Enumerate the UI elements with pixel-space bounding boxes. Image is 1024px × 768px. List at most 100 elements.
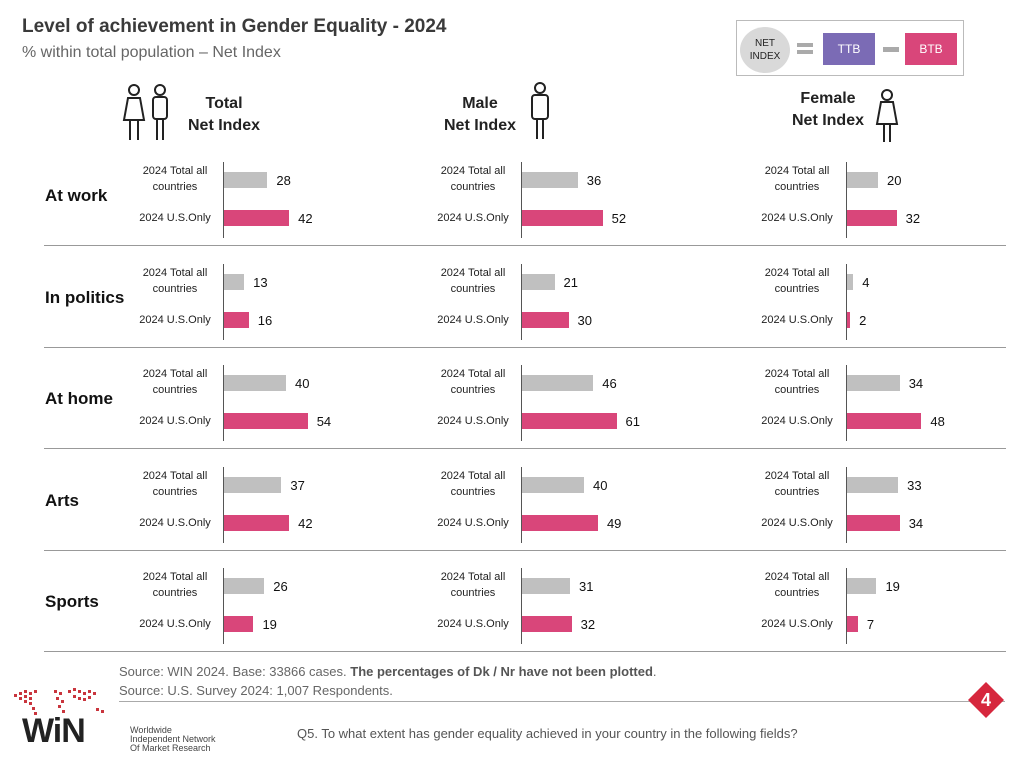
bar-us-only [522, 210, 603, 226]
label-total-all-countries: 2024 Total all countries [142, 266, 208, 295]
bar-axis [846, 162, 847, 238]
label-total-all-countries: 2024 Total all countries [440, 266, 506, 295]
label-us-only: 2024 U.S.Only [437, 618, 509, 630]
bar-axis [846, 466, 847, 543]
label-us-only: 2024 U.S.Only [761, 516, 833, 529]
world-map-icon [14, 688, 104, 715]
bar-value: 52 [611, 211, 627, 226]
label-total-all-countries: 2024 Total all countries [440, 469, 506, 498]
bar-us-only [224, 311, 249, 328]
bar-us-only [847, 210, 897, 226]
bar-value: 4 [862, 274, 870, 290]
row-label: Sports [45, 592, 99, 611]
bar-total-all-countries [522, 578, 571, 594]
bar-value: 42 [298, 515, 313, 531]
bar-total-all-countries [522, 375, 594, 391]
female-male-icon [122, 84, 168, 140]
label-total-all-countries: 2024 Total all countries [440, 571, 506, 599]
bar-axis [223, 568, 224, 644]
row-label: In politics [45, 287, 125, 307]
bar-value: 33 [907, 477, 922, 493]
column-header-female: Female Net Index [791, 90, 864, 129]
bar-value: 21 [563, 274, 579, 290]
bar-value: 20 [887, 173, 902, 188]
bar-total-all-countries [522, 476, 584, 493]
bar-value: 32 [580, 617, 596, 632]
legend-btb: BTB [905, 33, 957, 65]
bar-value: 2 [859, 312, 867, 328]
bar-us-only [522, 514, 598, 531]
bar-us-only [224, 616, 254, 632]
column-header-male: Male Net Index [443, 95, 516, 134]
bar-axis [223, 162, 224, 238]
bar-value: 7 [866, 617, 875, 632]
bar-us-only [224, 210, 290, 226]
label-us-only: 2024 U.S.Only [139, 212, 211, 224]
row-separator [44, 245, 1006, 246]
bar-total-all-countries [224, 273, 245, 290]
bar-value: 26 [273, 579, 288, 594]
bar-value: 19 [885, 579, 900, 594]
label-us-only: 2024 U.S.Only [761, 415, 833, 427]
bar-axis [521, 263, 522, 340]
label-total-all-countries: 2024 Total all countries [142, 165, 208, 193]
bar-total-all-countries [224, 476, 282, 493]
row-separator [44, 651, 1006, 652]
bar-value: 34 [908, 376, 924, 391]
bar-total-all-countries [224, 578, 265, 594]
bar-total-all-countries [847, 273, 854, 290]
bar-axis [223, 365, 224, 441]
label-total-all-countries: 2024 Total all countries [142, 469, 208, 498]
bar-value: 40 [295, 376, 310, 391]
bar-total-all-countries [847, 172, 878, 188]
label-total-all-countries: 2024 Total all countries [440, 368, 506, 396]
bar-us-only [847, 311, 851, 328]
label-total-all-countries: 2024 Total all countries [764, 368, 830, 396]
equals-icon [797, 43, 813, 47]
page-subtitle: % within total population – Net Index [22, 44, 281, 61]
bar-value: 34 [908, 515, 924, 531]
bar-axis [223, 263, 224, 340]
bar-value: 48 [930, 414, 945, 429]
label-total-all-countries: 2024 Total all countries [764, 266, 830, 295]
page-title: Level of achievement in Gender Equality … [22, 16, 447, 37]
source-line-1: Source: WIN 2024. Base: 33866 cases. The… [119, 664, 657, 679]
source-line-2: Source: U.S. Survey 2024: 1,007 Responde… [119, 683, 393, 698]
bar-value: 40 [593, 477, 608, 493]
logo-wordmark: WiN [22, 712, 86, 750]
label-us-only: 2024 U.S.Only [437, 212, 509, 224]
row-label: At work [45, 186, 108, 205]
bar-value: 37 [290, 477, 305, 493]
bar-value: 31 [579, 579, 594, 594]
bar-total-all-countries [847, 578, 877, 594]
legend-net-index: NET INDEX [740, 27, 790, 73]
bar-axis [846, 365, 847, 441]
female-icon [875, 89, 899, 142]
bar-total-all-countries [522, 172, 578, 188]
bar-value: 32 [905, 211, 921, 226]
bar-value: 28 [276, 173, 291, 188]
win-logo: WiN Worldwide Independent Network Of Mar… [10, 686, 220, 756]
row-separator [44, 346, 1006, 348]
bar-us-only [522, 616, 572, 632]
bar-total-all-countries [847, 375, 900, 391]
bar-us-only [522, 413, 617, 429]
divider [119, 701, 1005, 702]
bar-axis [521, 466, 522, 543]
logo-tagline: Worldwide Independent Network Of Market … [130, 725, 216, 753]
label-us-only: 2024 U.S.Only [437, 313, 509, 326]
label-us-only: 2024 U.S.Only [437, 516, 509, 529]
bar-us-only [847, 413, 922, 429]
bar-axis [846, 263, 847, 340]
label-us-only: 2024 U.S.Only [761, 313, 833, 326]
bar-value: 13 [253, 274, 268, 290]
bar-axis [521, 568, 522, 644]
label-total-all-countries: 2024 Total all countries [764, 165, 830, 193]
bar-us-only [522, 311, 569, 328]
bar-value: 30 [577, 312, 592, 328]
label-us-only: 2024 U.S.Only [139, 313, 211, 326]
row-label: Arts [45, 490, 80, 510]
male-icon [531, 82, 549, 139]
label-total-all-countries: 2024 Total all countries [142, 368, 208, 396]
bar-value: 36 [586, 173, 602, 188]
